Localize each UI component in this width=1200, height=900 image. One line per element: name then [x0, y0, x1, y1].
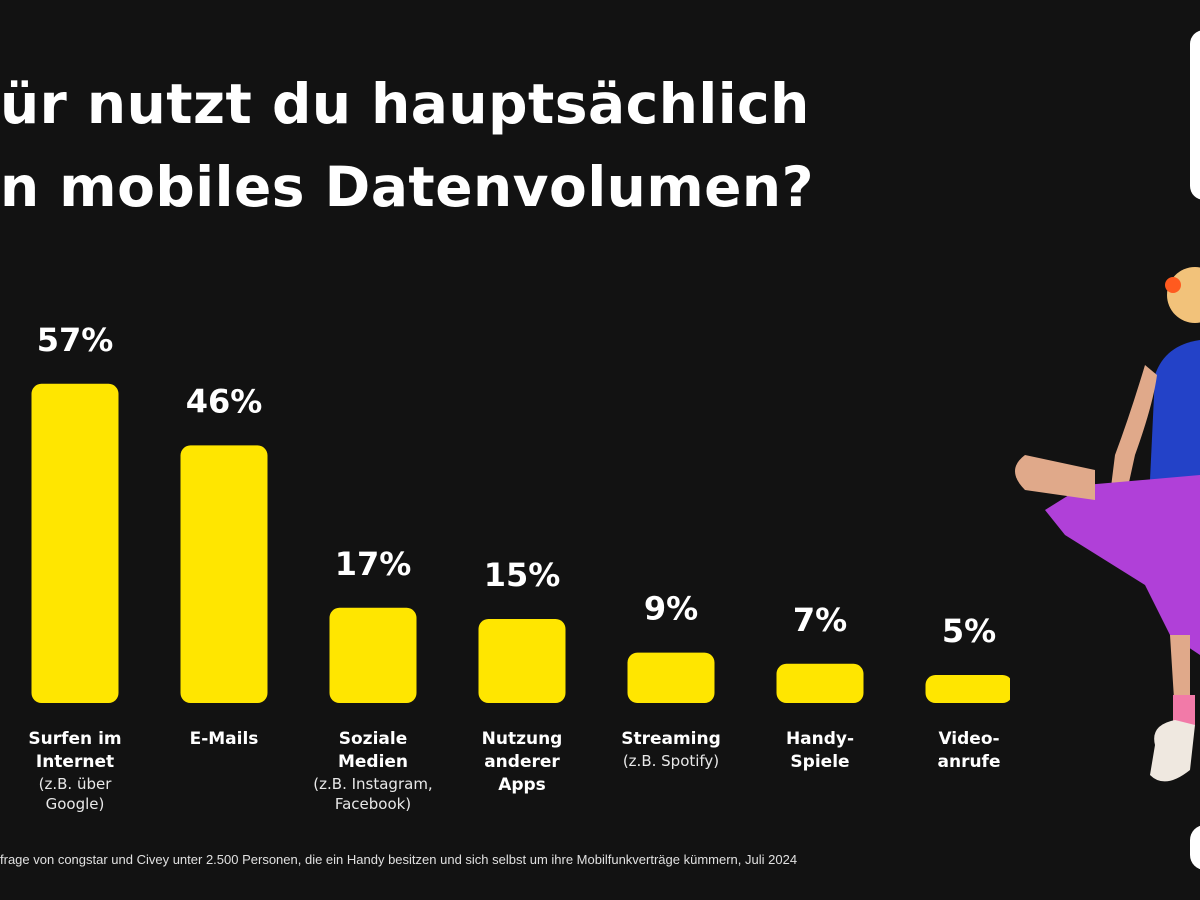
- category-label: Soziale Medien (z.B. Instagram, Facebook): [298, 728, 448, 814]
- category-label-line: anderer: [484, 752, 560, 772]
- category-label-line: Streaming: [621, 729, 721, 749]
- value-label: 46%: [186, 382, 263, 420]
- bar: [627, 652, 715, 703]
- white-panel-decoration: [1190, 30, 1200, 200]
- category-label-line: Medien: [337, 752, 409, 772]
- category-label-line: Nutzung: [481, 729, 563, 749]
- category-label-line: E-Mails: [189, 729, 259, 749]
- category-label: Surfen im Internet (z.B. über Google): [0, 728, 150, 814]
- category-label-line: Surfen im: [28, 729, 122, 749]
- category-label: Nutzung anderer Apps: [447, 728, 597, 797]
- category-label-line: Soziale: [338, 729, 408, 749]
- category-note: Google): [45, 795, 105, 813]
- value-label: 17%: [335, 545, 412, 583]
- category-label-line: Spiele: [790, 752, 850, 772]
- source-footnote: frage von congstar und Civey unter 2.500…: [0, 852, 798, 867]
- category-note: Facebook): [334, 795, 412, 813]
- category-note: (z.B. Instagram,: [313, 775, 433, 793]
- category-label: Video-anrufe: [894, 728, 1044, 774]
- bar: [31, 383, 119, 703]
- category-label-line: Video-: [938, 729, 1000, 749]
- bar-chart: 57% 46% 17% 15% 9% 7% 5%: [31, 321, 1010, 703]
- category-label-line: Handy-: [785, 729, 855, 749]
- category-label-line: Internet: [35, 752, 115, 772]
- category-label-line: anrufe: [937, 752, 1001, 772]
- chart-title-line-1: ür nutzt du hauptsächlich: [0, 72, 810, 136]
- bar: [925, 675, 1010, 703]
- category-label: E-Mails: [149, 728, 299, 751]
- category-label: Streaming (z.B. Spotify): [596, 728, 746, 771]
- bar: [776, 663, 864, 703]
- category-label-line: Apps: [498, 775, 546, 795]
- bar: [478, 619, 566, 703]
- bar: [180, 445, 268, 703]
- category-note: (z.B. über: [38, 775, 112, 793]
- category-note: (z.B. Spotify): [622, 752, 720, 770]
- value-label: 7%: [793, 601, 847, 639]
- value-label: 9%: [644, 590, 698, 628]
- value-label: 57%: [37, 321, 114, 359]
- value-label: 15%: [484, 556, 561, 594]
- white-round-decoration: [1190, 825, 1200, 870]
- person-photo: [1015, 267, 1200, 782]
- chart-title-line-2: n mobiles Datenvolumen?: [0, 155, 814, 219]
- bar: [329, 607, 417, 703]
- value-label: 5%: [942, 612, 996, 650]
- category-label: Handy- Spiele: [745, 728, 895, 774]
